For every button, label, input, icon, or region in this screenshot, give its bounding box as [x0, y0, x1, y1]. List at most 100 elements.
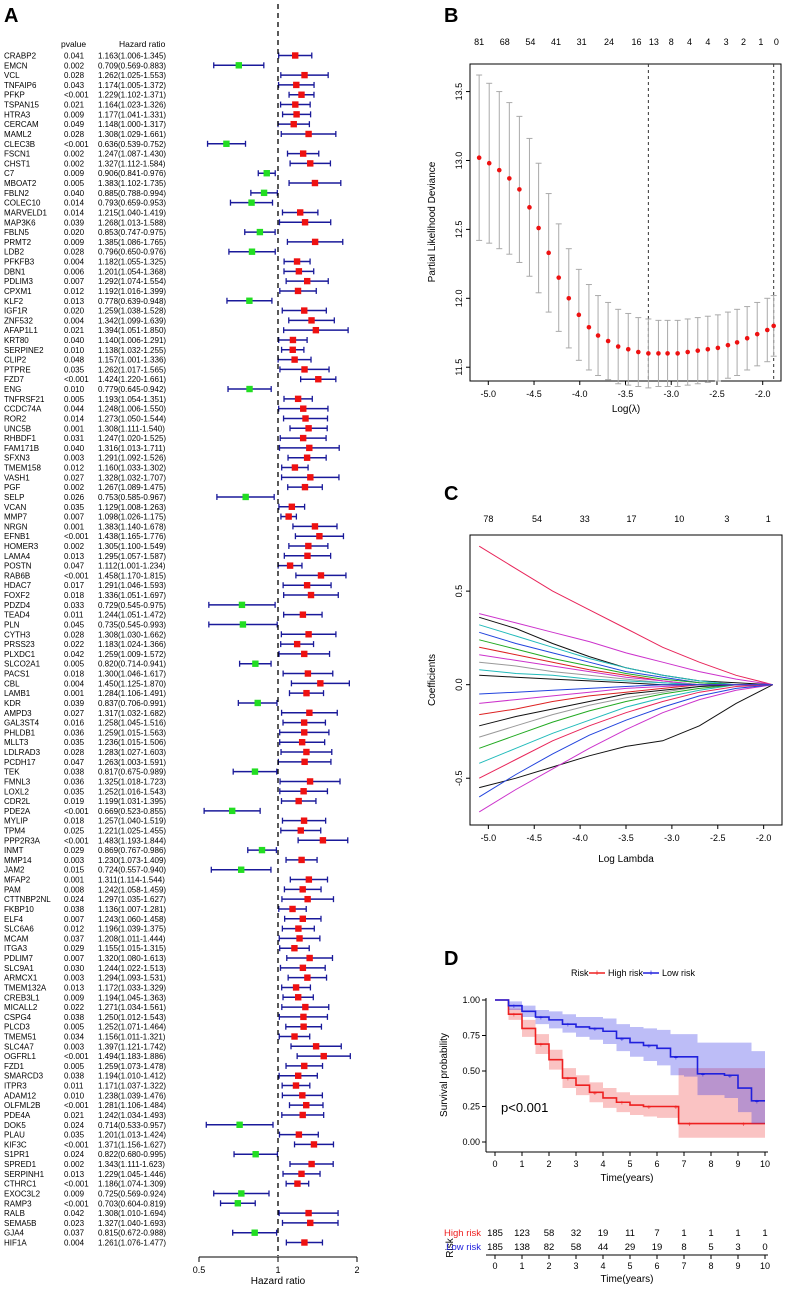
forest-gene-label: PLAU	[4, 1131, 25, 1140]
forest-pvalue: <0.001	[64, 1199, 89, 1208]
forest-hr-text: 0.822(0.680-0.995)	[98, 1150, 166, 1159]
forest-hr-text: 1.259(1.038-1.528)	[98, 307, 166, 316]
forest-pvalue: 0.035	[64, 787, 85, 796]
forest-hr-text: 1.273(1.050-1.544)	[98, 414, 166, 423]
forest-point	[300, 817, 308, 824]
km-x-tick-label: 5	[627, 1159, 632, 1169]
forest-hr-text: 1.192(1.016-1.399)	[98, 287, 166, 296]
forest-pvalue: 0.037	[64, 934, 85, 943]
risk-table-x-tick-label: 3	[573, 1261, 578, 1271]
forest-pvalue: 0.010	[64, 346, 85, 355]
forest-gene-label: PGF	[4, 483, 21, 492]
forest-hr-text: 1.424(1.220-1.661)	[98, 375, 166, 384]
forest-hr-text: 1.186(1.074-1.309)	[98, 1180, 166, 1189]
forest-pvalue: 0.013	[64, 983, 85, 992]
forest-gene-label: PRMT2	[4, 238, 32, 247]
coef-path	[478, 684, 773, 798]
coef-path	[478, 545, 773, 686]
forest-hr-text: 1.327(1.112-1.584)	[98, 159, 166, 168]
forest-point	[299, 886, 306, 893]
forest-gene-label: KLF2	[4, 297, 24, 306]
forest-point	[258, 846, 266, 854]
risk-table-x-tick-label: 1	[519, 1261, 524, 1271]
forest-gene-label: PLCD3	[4, 1023, 30, 1032]
forest-gene-label: TPM4	[4, 826, 26, 835]
forest-hr-text: 0.703(0.604-0.819)	[98, 1199, 166, 1208]
forest-gene-label: HTRA3	[4, 110, 31, 119]
forest-point	[251, 1229, 258, 1236]
forest-gene-label: PDLIM7	[4, 954, 33, 963]
forest-gene-label: PCDH17	[4, 758, 36, 767]
risk-table-high-count: 185	[487, 1228, 503, 1239]
forest-hr-text: 1.311(1.114-1.544)	[98, 876, 165, 885]
forest-point	[317, 572, 325, 579]
risk-table-x-tick-label: 8	[708, 1261, 713, 1271]
forest-hr-text: 1.236(1.015-1.506)	[98, 738, 166, 747]
cv-point	[764, 327, 770, 333]
forest-hr-text: 1.208(1.011-1.444)	[98, 934, 166, 943]
forest-gene-label: KIF3C	[4, 1140, 27, 1149]
risk-table-low-count: 19	[652, 1242, 663, 1253]
forest-point	[316, 532, 323, 540]
forest-pvalue: 0.005	[64, 1062, 85, 1071]
risk-table-high-count: 123	[514, 1228, 530, 1239]
forest-point	[317, 680, 324, 687]
forest-pvalue: 0.005	[64, 660, 85, 669]
forest-hr-text: 1.243(1.060-1.458)	[98, 915, 166, 924]
forest-gene-label: RAB6B	[4, 571, 30, 580]
risk-table-high-label: High risk	[444, 1228, 481, 1239]
cv-point	[656, 351, 661, 356]
forest-pvalue: 0.049	[64, 120, 85, 129]
forest-gene-label: ENG	[4, 385, 21, 394]
forest-gene-label: FSCN1	[4, 150, 31, 159]
forest-hr-text: 1.229(1.102-1.371)	[98, 91, 166, 100]
forest-pvalue: <0.001	[64, 836, 89, 845]
forest-pvalue: 0.014	[64, 199, 85, 208]
forest-pvalue: 0.001	[64, 689, 85, 698]
forest-gene-label: EXOC3L2	[4, 1189, 41, 1198]
forest-gene-label: MBOAT2	[4, 179, 37, 188]
forest-point	[301, 650, 308, 658]
cv-point	[725, 342, 731, 348]
forest-point	[294, 287, 302, 295]
forest-pvalue: 0.012	[64, 925, 85, 934]
forest-point	[308, 1160, 315, 1168]
coef-path	[479, 684, 773, 727]
forest-gene-label: TEAD4	[4, 611, 30, 620]
forest-pvalue: 0.033	[64, 601, 85, 610]
forest-point	[234, 1200, 242, 1207]
risk-table-high-count: 32	[571, 1228, 582, 1239]
km-x-tick-label: 3	[573, 1159, 578, 1169]
forest-gene-label: HIF1A	[4, 1239, 27, 1248]
forest-gene-label: SLCO2A1	[4, 660, 41, 669]
forest-gene-label: FZD7	[4, 375, 25, 384]
forest-pvalue: 0.018	[64, 817, 85, 826]
forest-pvalue: 0.020	[64, 307, 85, 316]
coef-x-tick-label: -5.0	[481, 833, 497, 843]
forest-pvalue: 0.038	[64, 905, 85, 914]
forest-point	[301, 1062, 308, 1070]
forest-gene-label: MFAP2	[4, 876, 31, 885]
risk-table-x-tick-label: 4	[600, 1261, 605, 1271]
forest-gene-label: SLC9A1	[4, 964, 34, 973]
lasso-cv-ticks: 11.5 12.0 12.5 13.0 13.5 -5.0 -4.5 -4.0 -3.5 -3.0…	[454, 37, 779, 399]
risk-table-x-tick-label: 0	[492, 1261, 497, 1271]
panel-label-b: B	[444, 5, 458, 27]
forest-hr-text: 1.259(1.009-1.572)	[98, 650, 166, 659]
forest-gene-label: PAM	[4, 885, 21, 894]
forest-point	[290, 120, 297, 128]
forest-pvalue: <0.001	[64, 807, 89, 816]
coef-path	[478, 684, 773, 813]
forest-point	[248, 199, 255, 206]
forest-point	[292, 52, 299, 59]
forest-pvalue: 0.018	[64, 670, 85, 679]
cv-top-label: 8	[669, 37, 674, 47]
cv-point	[636, 349, 641, 355]
forest-gene-label: KRT80	[4, 336, 29, 345]
coef-path	[479, 624, 773, 686]
forest-gene-label: PHLDB1	[4, 728, 36, 737]
forest-pvalue: 0.028	[64, 630, 85, 639]
forest-gene-label: PFKP	[4, 91, 25, 100]
cv-point	[705, 347, 711, 352]
forest-gene-label: VCL	[4, 71, 20, 80]
